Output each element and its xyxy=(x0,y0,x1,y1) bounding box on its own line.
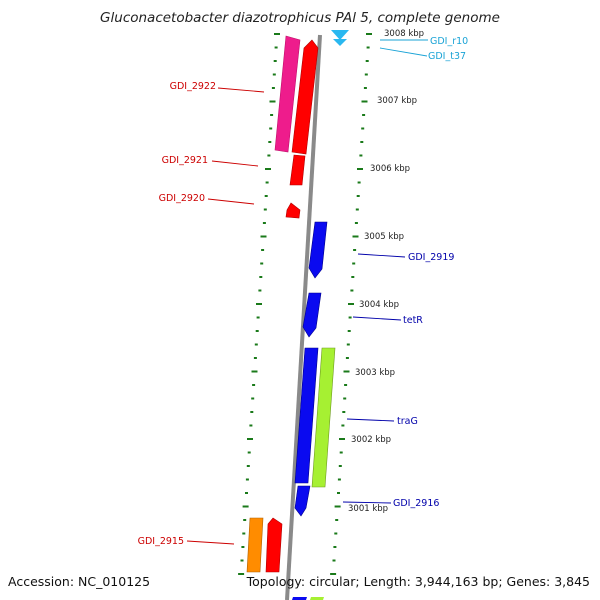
accession-text: Accession: NC_010125 xyxy=(8,574,151,589)
leader-line xyxy=(207,198,255,205)
feature-red-tiny[interactable] xyxy=(285,202,301,219)
scale-label: 3004 kbp xyxy=(359,300,399,310)
leader-line xyxy=(357,253,406,258)
leader-line xyxy=(342,501,392,504)
map-title: Gluconacetobacter diazotrophicus PAl 5, … xyxy=(100,10,500,26)
genome-backbone xyxy=(285,34,322,600)
tick-marks-outer xyxy=(238,33,280,575)
feature-red-2915[interactable] xyxy=(265,517,283,573)
feature-lime-traG[interactable] xyxy=(311,347,336,488)
leader-line xyxy=(217,87,265,93)
feature-rna-arrow[interactable] xyxy=(333,39,347,46)
gene-label-gdi-2920[interactable]: GDI_2920 xyxy=(159,193,205,204)
scale-label: 3002 kbp xyxy=(351,435,391,445)
leader-lines xyxy=(186,39,428,545)
scale-label: 3007 kbp xyxy=(377,96,417,106)
feature-blue-2916[interactable] xyxy=(294,485,311,517)
tick-marks-inner xyxy=(330,33,372,575)
feature-blue-tetR[interactable] xyxy=(302,292,322,338)
feature-lime-bottom[interactable] xyxy=(310,597,324,600)
leader-line xyxy=(346,418,395,422)
gene-label-gdi-r10[interactable]: GDI_r10 xyxy=(430,36,468,47)
gene-label-gdi-t37[interactable]: GDI_t37 xyxy=(428,51,466,62)
gene-labels: GDI_r10 GDI_t37 GDI_2922 GDI_2921 GDI_29… xyxy=(138,36,469,547)
feature-rna-arrow[interactable] xyxy=(331,30,349,40)
scale-label: 3006 kbp xyxy=(370,164,410,174)
feature-red-small[interactable] xyxy=(289,154,306,186)
gene-label-gdi-2915[interactable]: GDI_2915 xyxy=(138,536,184,547)
scale-label: 3008 kbp xyxy=(384,29,424,39)
feature-magenta[interactable] xyxy=(274,35,301,153)
gene-label-gdi-2916[interactable]: GDI_2916 xyxy=(393,498,439,509)
scale-label: 3001 kbp xyxy=(348,504,388,514)
leader-line xyxy=(186,540,235,545)
leader-line xyxy=(352,316,402,321)
gene-label-trag[interactable]: traG xyxy=(397,416,418,427)
feature-group xyxy=(246,30,349,600)
topology-text: Topology: circular; Length: 3,944,163 bp… xyxy=(246,574,590,589)
feature-blue-2919[interactable] xyxy=(308,221,328,279)
feature-orange-2915[interactable] xyxy=(246,517,264,573)
feature-blue-traG[interactable] xyxy=(294,347,319,484)
leader-line xyxy=(211,160,259,167)
scale-label: 3003 kbp xyxy=(355,368,395,378)
gene-label-gdi-2922[interactable]: GDI_2922 xyxy=(170,81,216,92)
gene-label-tetr[interactable]: tetR xyxy=(403,315,423,326)
gene-label-gdi-2921[interactable]: GDI_2921 xyxy=(162,155,208,166)
leader-line xyxy=(379,47,428,57)
scale-label: 3005 kbp xyxy=(364,232,404,242)
feature-blue-bottom[interactable] xyxy=(292,597,307,600)
feature-red-large[interactable] xyxy=(291,39,319,155)
scale-labels: 3008 kbp 3007 kbp 3006 kbp 3005 kbp 3004… xyxy=(348,29,424,514)
gene-label-gdi-2919[interactable]: GDI_2919 xyxy=(408,252,454,263)
